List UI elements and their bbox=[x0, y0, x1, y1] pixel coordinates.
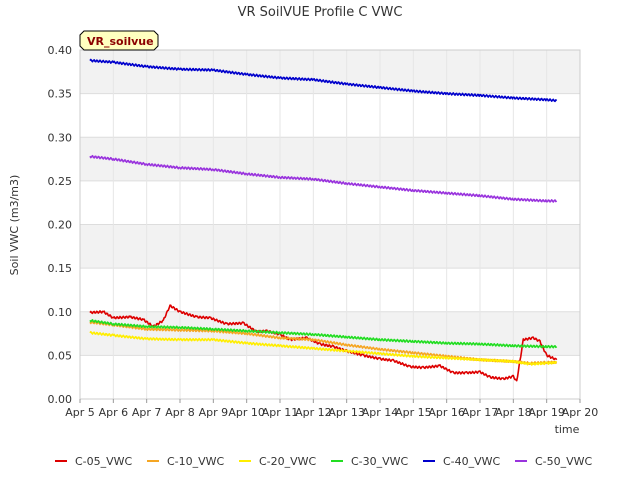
plot-band bbox=[80, 180, 580, 225]
plot-band bbox=[80, 137, 580, 181]
chart-title: VR SoilVUE Profile C VWC bbox=[238, 5, 403, 20]
legend-label: C-50_VWC bbox=[535, 455, 593, 468]
plot-area bbox=[79, 49, 581, 400]
y-tick-label: 0.15 bbox=[48, 262, 73, 275]
plot-band bbox=[80, 93, 580, 138]
legend-label: C-30_VWC bbox=[351, 455, 409, 468]
legend-label: C-05_VWC bbox=[75, 455, 133, 468]
legend-label: C-20_VWC bbox=[259, 455, 317, 468]
series-line-c-50-vwc bbox=[89, 154, 558, 203]
plot-band bbox=[80, 224, 580, 269]
series-lines bbox=[89, 58, 558, 382]
x-tick-label: Apr 8 bbox=[165, 406, 195, 419]
y-tick-label: 0.05 bbox=[48, 349, 73, 362]
x-tick-label: Apr 17 bbox=[462, 406, 499, 419]
y-tick-label: 0.25 bbox=[48, 175, 73, 188]
x-tick-label: Apr 20 bbox=[562, 406, 599, 419]
x-tick-label: Apr 7 bbox=[132, 406, 162, 419]
y-tick-label: 0.30 bbox=[48, 131, 73, 144]
x-axis-label: time bbox=[555, 423, 580, 436]
y-tick-label: 0.20 bbox=[48, 219, 73, 232]
x-tick-label: Apr 14 bbox=[362, 406, 399, 419]
y-tick-label: 0.10 bbox=[48, 306, 73, 319]
plot-border bbox=[79, 49, 581, 400]
series-line-c-20-vwc bbox=[89, 330, 558, 366]
series-line-c-30-vwc bbox=[89, 318, 558, 349]
plot-band bbox=[80, 268, 580, 312]
x-tick-label: Apr 18 bbox=[495, 406, 532, 419]
badge-text: VR_soilvue bbox=[87, 35, 154, 48]
badge-box bbox=[79, 30, 159, 51]
legend-label: C-40_VWC bbox=[443, 455, 501, 468]
series-line-c-40-vwc bbox=[89, 58, 558, 103]
x-tick-label: Apr 5 bbox=[65, 406, 95, 419]
y-tick-label: 0.00 bbox=[48, 393, 73, 406]
y-axis: 0.00 0.05 0.10 0.15 0.20 0.25 0.30 0.35 0.40 bbox=[48, 44, 73, 406]
x-tick-label: Apr 13 bbox=[328, 406, 365, 419]
series-line-c-05-vwc bbox=[89, 304, 558, 382]
x-tick-label: Apr 16 bbox=[428, 406, 465, 419]
plot-band bbox=[80, 50, 580, 94]
x-tick-label: Apr 19 bbox=[528, 406, 565, 419]
x-tick-label: Apr 6 bbox=[99, 406, 129, 419]
x-tick-label: Apr 15 bbox=[395, 406, 432, 419]
x-tick-label: Apr 10 bbox=[228, 406, 265, 419]
legend-label: C-10_VWC bbox=[167, 455, 225, 468]
x-tick-label: Apr 11 bbox=[262, 406, 299, 419]
x-tick-label: Apr 12 bbox=[295, 406, 332, 419]
y-tick-label: 0.35 bbox=[48, 88, 73, 101]
legend: C-05_VWC C-10_VWC C-20_VWC C-30_VWC C-40_VWC… bbox=[55, 455, 593, 468]
x-tick-label: Apr 9 bbox=[199, 406, 229, 419]
y-axis-label: Soil VWC (m3/m3) bbox=[8, 175, 21, 276]
badge: VR_soilvue bbox=[79, 30, 159, 51]
y-tick-label: 0.40 bbox=[48, 44, 73, 57]
